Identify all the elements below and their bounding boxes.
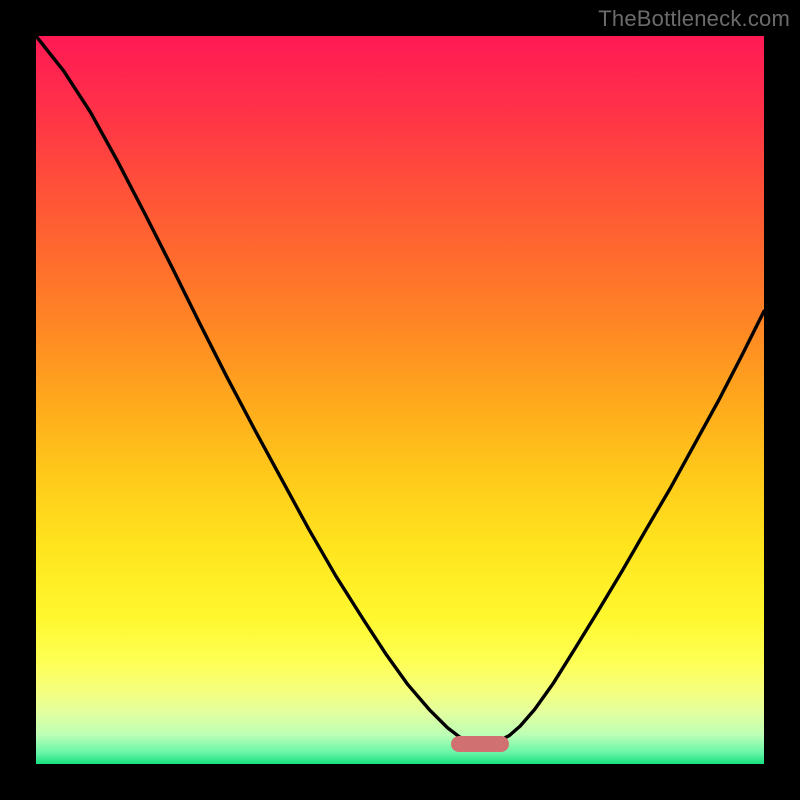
chart-frame: TheBottleneck.com	[0, 0, 800, 800]
plot-area	[36, 36, 764, 764]
optimum-marker	[451, 736, 509, 752]
watermark-text: TheBottleneck.com	[598, 6, 790, 32]
gradient-background	[36, 36, 764, 764]
